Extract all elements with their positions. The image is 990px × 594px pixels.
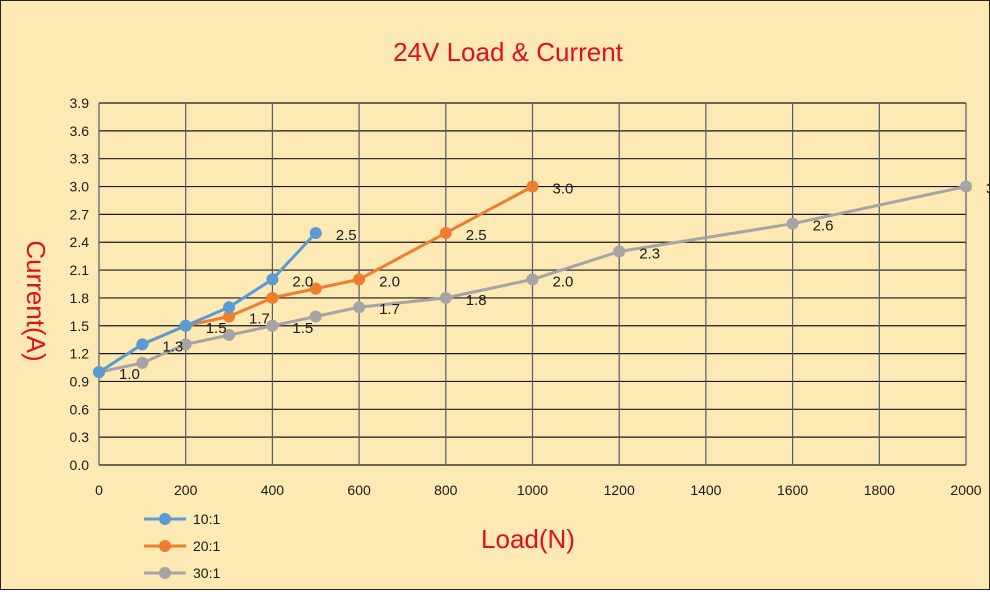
data-label: 2.5 [336, 227, 357, 244]
data-point [353, 301, 366, 314]
data-label: 3.0 [986, 181, 989, 198]
data-label: 2.5 [466, 227, 487, 244]
data-point [179, 319, 192, 332]
y-tick-label: 2.1 [70, 262, 90, 278]
data-label: 1.0 [119, 366, 140, 383]
data-label: 1.5 [206, 320, 227, 337]
data-point [439, 291, 452, 304]
legend-item: 30:1 [144, 565, 220, 581]
data-point [309, 282, 322, 295]
data-point [136, 356, 149, 369]
legend-item: 10:1 [144, 511, 220, 527]
legend-label: 10:1 [193, 511, 220, 527]
data-label: 1.7 [379, 301, 400, 318]
data-label: 2.6 [813, 218, 834, 235]
data-point [223, 310, 236, 323]
y-tick-label: 1.2 [70, 346, 90, 362]
data-point [309, 310, 322, 323]
legend-item: 20:1 [144, 538, 220, 554]
legend-swatch-marker [159, 540, 171, 552]
data-point [179, 338, 192, 351]
x-tick-label: 0 [95, 482, 103, 498]
data-label: 2.3 [639, 246, 660, 263]
x-tick-label: 800 [434, 482, 458, 498]
x-tick-label: 400 [261, 482, 285, 498]
legend-swatch-marker [159, 513, 171, 525]
y-tick-label: 0.6 [70, 401, 90, 417]
x-tick-label: 2000 [950, 482, 981, 498]
data-labels: 2.0 2.5 1.3 1.5 1.7 2.0 2.5 3.0 1.0 1.5 1.7 1.8 2.0 2… [119, 181, 990, 384]
data-point [266, 273, 279, 286]
data-label: 2.0 [379, 273, 400, 290]
series-group [93, 180, 972, 379]
data-point [266, 291, 279, 304]
y-tick-label: 0.9 [70, 373, 90, 389]
chart-title: 24V Load & Current [393, 37, 624, 67]
y-tick-label: 3.6 [70, 123, 90, 139]
data-point [266, 319, 279, 332]
x-tick-label: 200 [174, 482, 198, 498]
data-label: 1.5 [292, 320, 313, 337]
data-label: 2.0 [292, 273, 313, 290]
data-point [439, 226, 452, 239]
y-tick-label: 1.8 [70, 290, 90, 306]
data-label: 1.3 [162, 338, 183, 355]
y-tick-label: 0.3 [70, 429, 90, 445]
data-point [353, 273, 366, 286]
data-point [309, 226, 322, 239]
y-tick-label: 3.9 [70, 95, 90, 111]
series-30-to-1 [93, 180, 972, 379]
data-label: 1.8 [466, 292, 487, 309]
legend-label: 30:1 [193, 565, 220, 581]
data-point [223, 329, 236, 342]
x-tick-label: 1800 [864, 482, 895, 498]
y-tick-label: 1.5 [70, 318, 90, 334]
data-label: 1.7 [249, 310, 270, 327]
data-point [613, 245, 626, 258]
y-tick-label: 2.7 [70, 206, 90, 222]
data-point [136, 338, 149, 351]
data-point [526, 180, 539, 193]
series-line [98, 185, 967, 374]
series-20-to-1 [93, 180, 539, 379]
data-point [960, 180, 972, 193]
data-label: 3.0 [553, 181, 574, 198]
y-axis-title: Current(A) [21, 240, 51, 361]
y-tick-label: 2.4 [70, 234, 90, 250]
y-tick-label: 3.0 [70, 179, 90, 195]
x-axis-ticks: 0 200 400 600 800 1000 1200 1400 1600 1800 2000 [95, 482, 982, 498]
y-axis-ticks: 0.0 0.3 0.6 0.9 1.2 1.5 1.8 2.1 2.4 2.7 3.0 3.3 3.6 3… [70, 95, 90, 473]
series-line [98, 231, 317, 374]
data-point [93, 366, 105, 379]
x-tick-label: 1400 [690, 482, 721, 498]
x-tick-label: 1200 [604, 482, 635, 498]
data-point [786, 217, 799, 230]
y-tick-label: 3.3 [70, 151, 90, 167]
data-label: 2.0 [553, 273, 574, 290]
data-point [223, 301, 236, 314]
legend-swatch-marker [159, 567, 171, 579]
series-10-to-1 [93, 226, 322, 379]
x-tick-label: 1000 [517, 482, 548, 498]
x-axis-title: Load(N) [481, 524, 575, 554]
y-tick-label: 0.0 [70, 457, 90, 473]
x-tick-label: 1600 [777, 482, 808, 498]
legend: 10:1 20:1 30:1 [144, 511, 220, 581]
x-tick-label: 600 [347, 482, 371, 498]
data-point [526, 273, 539, 286]
legend-label: 20:1 [193, 538, 220, 554]
